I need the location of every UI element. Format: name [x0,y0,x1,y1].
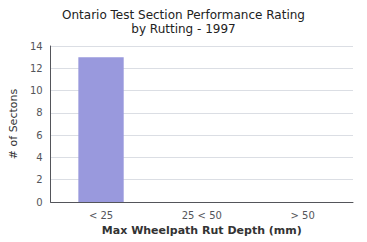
svg-text:2: 2 [36,174,42,185]
svg-text:0: 0 [36,197,42,208]
svg-text:Ontario Test Section Performan: Ontario Test Section Performance Rating [62,8,305,22]
svg-text:6: 6 [36,130,42,141]
svg-text:< 25: < 25 [89,210,113,221]
svg-text:> 50: > 50 [290,210,314,221]
svg-text:Max Wheelpath Rut Depth (mm): Max Wheelpath Rut Depth (mm) [102,224,302,237]
svg-text:12: 12 [30,63,43,74]
svg-text:4: 4 [36,152,42,163]
svg-text:8: 8 [36,107,42,118]
svg-text:10: 10 [30,85,43,96]
svg-text:by Rutting - 1997: by Rutting - 1997 [131,22,235,36]
svg-text:14: 14 [30,41,43,52]
svg-text:25 < 50: 25 < 50 [182,210,222,221]
svg-text:# of Sectons: # of Sectons [7,89,20,160]
